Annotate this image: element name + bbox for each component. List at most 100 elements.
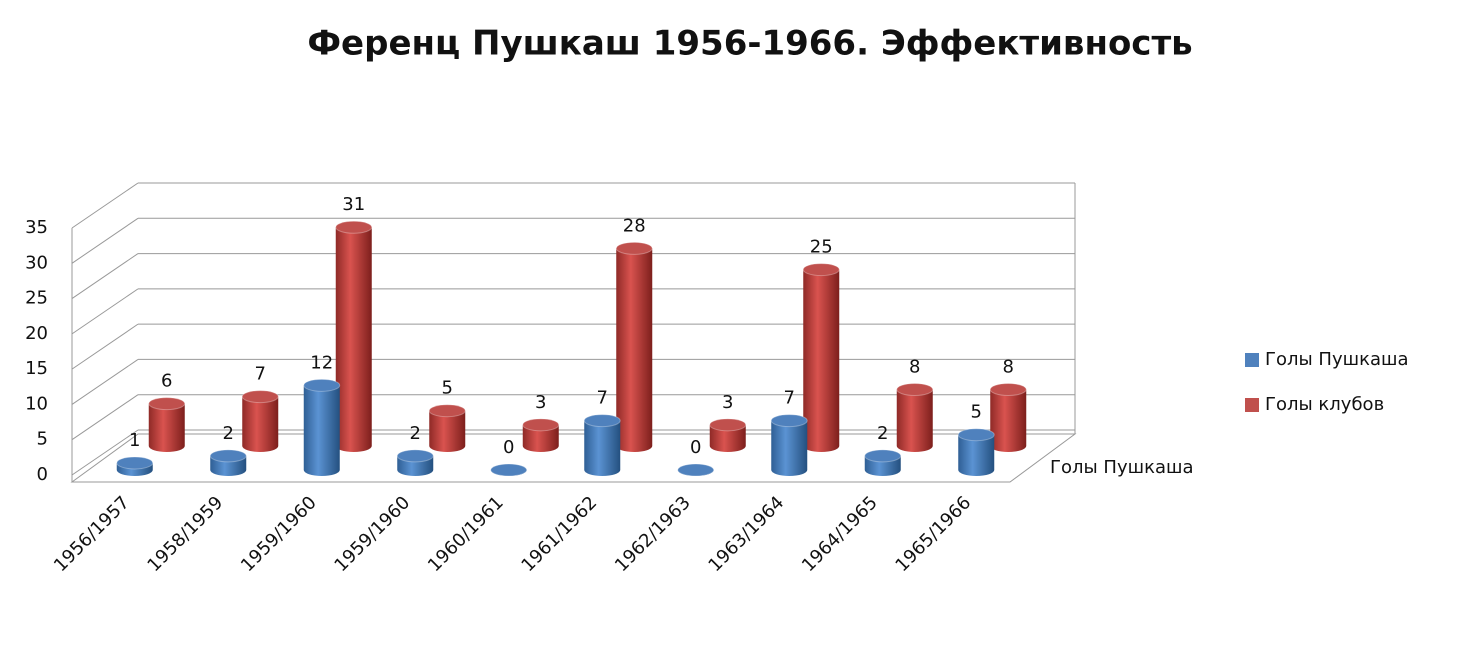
legend-swatch	[1245, 398, 1259, 412]
grid-line	[71, 288, 1075, 335]
bar-body	[771, 420, 808, 476]
grid-line-side	[71, 394, 139, 441]
bar-top	[148, 397, 186, 411]
grid-line-side	[71, 359, 139, 405]
bar-body	[429, 410, 466, 452]
data-label: 0	[503, 437, 514, 458]
x-tick-label: 1963/1964	[704, 492, 788, 576]
bar-top	[896, 383, 934, 397]
data-label: 1	[129, 430, 140, 451]
data-label: 7	[255, 364, 266, 385]
bar-top	[335, 220, 373, 234]
bar-top	[396, 449, 434, 463]
bar-top	[522, 418, 560, 432]
bar-top	[490, 463, 528, 477]
bar-top	[989, 383, 1027, 397]
grid-line	[71, 323, 1075, 370]
bar	[896, 383, 934, 452]
grid-line-side	[71, 429, 139, 476]
bar	[303, 378, 341, 476]
y-tick-label: 0	[37, 464, 48, 485]
bar	[709, 418, 747, 452]
x-tick-label: 1959/1960	[330, 492, 414, 576]
data-label: 31	[342, 194, 365, 215]
x-tick-label: 1956/1957	[50, 492, 134, 576]
bar-top	[802, 263, 840, 277]
y-tick-label: 25	[25, 288, 48, 309]
legend-swatch	[1245, 353, 1259, 367]
chart-title: Ференц Пушкаш 1956-1966. Эффективность	[307, 24, 1192, 64]
bar	[864, 449, 902, 476]
data-label: 2	[877, 423, 888, 444]
bar-top	[241, 390, 279, 404]
bar	[802, 263, 840, 452]
grid-line	[71, 182, 1075, 229]
bar	[677, 463, 715, 477]
y-tick-label: 20	[25, 323, 48, 344]
bar	[583, 414, 621, 476]
grid-line-side	[71, 253, 139, 299]
data-label: 8	[1003, 357, 1014, 378]
bar-body	[896, 389, 933, 452]
x-tick-label: 1959/1960	[237, 492, 321, 576]
grid-line-side	[71, 323, 139, 370]
bar-top	[303, 378, 341, 392]
x-tick-label: 1962/1963	[611, 492, 695, 576]
bar	[770, 414, 808, 476]
bar	[116, 456, 154, 476]
data-label: 5	[442, 378, 453, 399]
bar	[396, 449, 434, 476]
bar	[209, 449, 247, 476]
bar-body	[616, 248, 653, 452]
data-label: 3	[535, 392, 546, 413]
bar-body	[803, 269, 840, 452]
data-label: 6	[161, 371, 172, 392]
bar	[335, 220, 373, 452]
bar-body	[709, 424, 746, 452]
data-label: 0	[690, 437, 701, 458]
data-label: 7	[784, 388, 795, 409]
bar-top	[209, 449, 247, 463]
data-label: 2	[223, 423, 234, 444]
bar	[148, 397, 186, 452]
data-label: 8	[909, 357, 920, 378]
bar-top	[583, 414, 621, 428]
bar-top	[709, 418, 747, 432]
x-tick-label: 1965/1966	[891, 492, 975, 576]
bar	[522, 418, 560, 452]
legend-label: Голы Пушкаша	[1265, 349, 1409, 370]
data-label: 25	[810, 237, 833, 258]
bar	[428, 404, 466, 452]
legend-label: Голы клубов	[1265, 394, 1384, 415]
y-tick-label: 5	[37, 429, 48, 450]
grid-line-side	[71, 217, 139, 264]
grid-line	[71, 358, 1075, 405]
x-tick-label: 1960/1961	[424, 492, 508, 576]
bar	[615, 241, 653, 452]
bar-top	[615, 241, 653, 255]
x-tick-label: 1961/1962	[517, 492, 601, 576]
bar-body	[335, 227, 372, 452]
bar-body	[242, 396, 279, 452]
data-label: 12	[310, 352, 333, 373]
bar	[957, 428, 995, 476]
data-label: 2	[410, 423, 421, 444]
x-tick-label: 1964/1965	[798, 492, 882, 576]
bar	[241, 390, 279, 452]
x-tick-label: 1958/1959	[143, 492, 227, 576]
grid-line	[71, 217, 1075, 264]
y-tick-label: 30	[25, 252, 48, 273]
bar-top	[957, 428, 995, 442]
bar-top	[428, 404, 466, 418]
bar	[989, 383, 1027, 452]
data-label: 7	[597, 388, 608, 409]
bar-top	[864, 449, 902, 463]
y-tick-label: 10	[25, 393, 48, 414]
bar-body	[148, 403, 185, 452]
y-tick-label: 35	[25, 217, 48, 238]
bar-top	[770, 414, 808, 428]
bar-body	[990, 389, 1027, 452]
data-label: 5	[971, 402, 982, 423]
grid-line-side	[71, 182, 139, 229]
